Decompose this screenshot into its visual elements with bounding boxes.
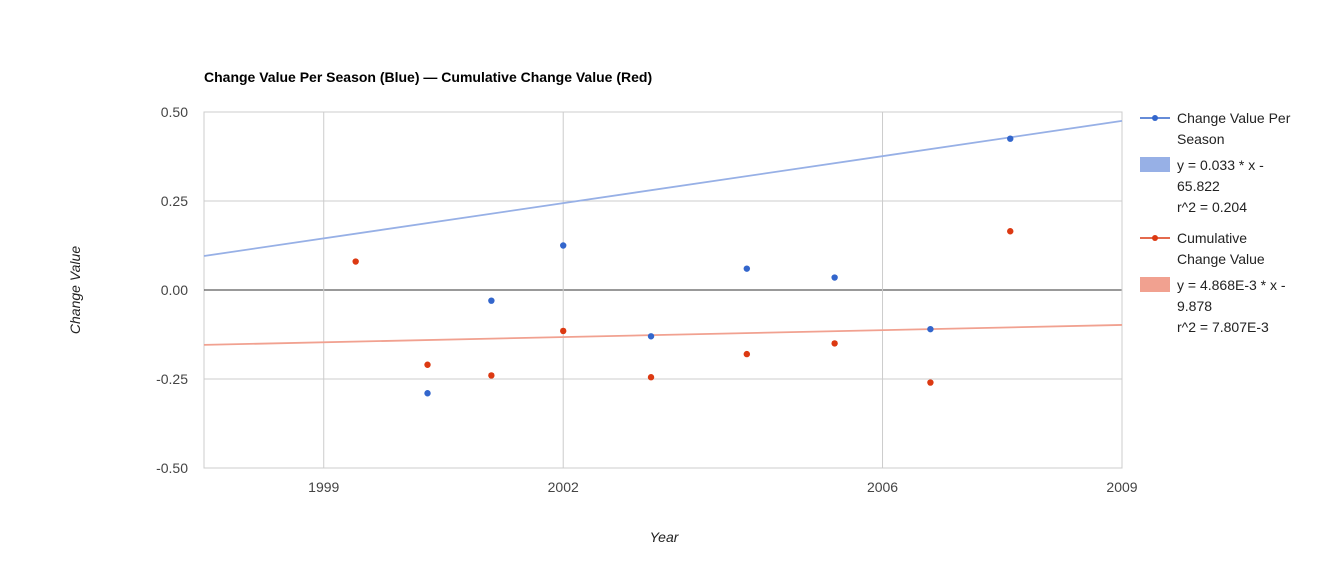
data-point — [424, 361, 431, 368]
y-tick-label: 0.50 — [161, 104, 188, 120]
legend-text: 9.878 — [1177, 298, 1212, 314]
trendlines — [203, 120, 1123, 346]
x-tick-label: 2006 — [867, 479, 898, 495]
legend-text: y = 0.033 * x - — [1177, 157, 1264, 173]
legend-trend-swatch — [1140, 277, 1170, 292]
legend-text: 65.822 — [1177, 178, 1220, 194]
data-point — [647, 374, 655, 381]
legend-text: r^2 = 0.204 — [1177, 199, 1247, 215]
data-point — [831, 340, 838, 347]
x-tick-label: 2009 — [1106, 479, 1137, 495]
data-point — [488, 372, 495, 379]
legend-text: Change Value — [1177, 251, 1265, 267]
x-axis-label: Year — [650, 529, 680, 545]
x-tick-label: 2002 — [548, 479, 579, 495]
legend-text: Change Value Per — [1177, 110, 1291, 126]
data-point — [927, 325, 934, 333]
y-tick-label: -0.50 — [156, 460, 188, 476]
trendline — [203, 120, 1123, 257]
data-point — [352, 258, 359, 265]
data-point — [424, 390, 431, 397]
data-point — [560, 327, 567, 335]
y-tick-label: 0.00 — [161, 282, 188, 298]
data-point — [743, 265, 751, 272]
data-point — [743, 350, 751, 358]
data-point — [488, 297, 495, 304]
legend-point-marker — [1152, 235, 1158, 241]
data-point — [1007, 135, 1014, 142]
data-point — [831, 274, 838, 281]
legend: Change Value Per Season y = 0.033 * x - 65.… — [1140, 110, 1291, 335]
gridlines — [203, 111, 1123, 469]
legend-trend-swatch — [1140, 157, 1170, 172]
data-point — [1007, 228, 1014, 235]
legend-point-marker — [1152, 115, 1158, 121]
data-points — [352, 135, 1014, 397]
legend-text: Season — [1177, 131, 1224, 147]
y-axis-label: Change Value — [67, 246, 83, 334]
y-tick-label: -0.25 — [156, 371, 188, 387]
y-tick-label: 0.25 — [161, 193, 188, 209]
tick-labels: 0.50 0.25 0.00 -0.25 -0.50 1999 2002 2006 2009 — [156, 104, 1138, 495]
legend-text: y = 4.868E-3 * x - — [1177, 277, 1286, 293]
data-point — [560, 242, 567, 249]
data-point — [647, 333, 655, 340]
x-tick-label: 1999 — [308, 479, 339, 495]
data-point — [927, 379, 934, 386]
legend-text: Cumulative — [1177, 230, 1247, 246]
legend-text: r^2 = 7.807E-3 — [1177, 319, 1269, 335]
trendline — [203, 324, 1123, 346]
chart-title: Change Value Per Season (Blue) — Cumulat… — [204, 69, 652, 85]
